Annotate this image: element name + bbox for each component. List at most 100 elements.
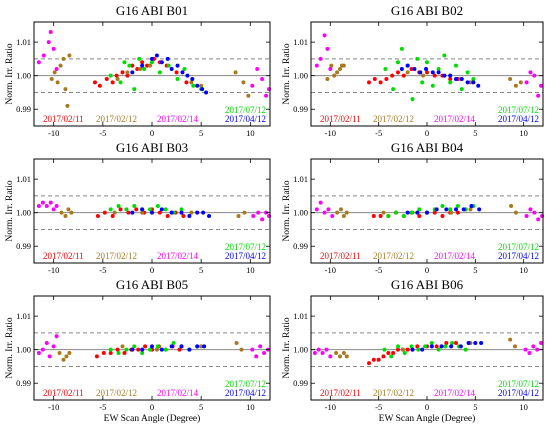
data-point-2017-02-12	[344, 210, 349, 215]
data-point-2017-02-11	[110, 80, 115, 85]
data-point-2017-04-12	[140, 207, 145, 212]
data-point-2017-02-14	[312, 351, 317, 356]
legend-date: 2017/04/12	[225, 114, 266, 124]
data-point-2017-02-11	[396, 347, 400, 352]
data-point-2017-07-12	[382, 347, 387, 352]
y-tick-label: 1.00	[293, 208, 308, 218]
data-point-2017-07-12	[417, 207, 422, 212]
data-point-2017-02-12	[233, 70, 238, 75]
data-point-2017-02-11	[432, 73, 437, 78]
data-point-2017-04-12	[471, 80, 476, 85]
data-point-2017-02-12	[57, 351, 62, 356]
data-point-2017-04-12	[436, 70, 441, 75]
legend-date: 2017/02/14	[157, 251, 199, 261]
data-point-2017-04-12	[169, 66, 174, 71]
data-point-2017-04-12	[466, 340, 471, 345]
data-point-2017-02-14	[36, 60, 41, 65]
legend-date: 2017/02/12	[373, 388, 414, 398]
data-point-2017-04-12	[159, 60, 164, 65]
panel-title: G16 ABI B01	[116, 3, 188, 18]
legend-date: 2017/02/14	[157, 388, 199, 398]
data-point-2017-02-14	[41, 53, 46, 58]
data-point-2017-02-14	[254, 354, 259, 359]
data-point-2017-02-12	[341, 214, 346, 219]
data-point-2017-02-11	[157, 210, 162, 215]
data-point-2017-04-12	[424, 66, 429, 71]
data-point-2017-02-14	[40, 347, 45, 352]
x-tick-label: 5	[473, 128, 477, 138]
data-point-2017-02-14	[250, 347, 255, 352]
y-tick-label: 1.01	[293, 37, 308, 47]
data-point-2017-02-14	[250, 83, 255, 88]
data-point-2017-02-14	[528, 207, 533, 212]
data-point-2017-02-11	[405, 347, 410, 352]
data-point-2017-07-12	[416, 347, 421, 352]
data-point-2017-02-14	[324, 347, 329, 352]
data-point-2017-02-11	[102, 210, 107, 215]
x-tick-label: 10	[246, 402, 255, 412]
legend-date: 2017/02/14	[434, 251, 476, 261]
data-point-2017-02-11	[110, 214, 115, 219]
data-point-2017-07-12	[383, 66, 388, 71]
x-tick-label: 0	[425, 265, 429, 275]
data-point-2017-07-12	[108, 73, 113, 78]
data-point-2017-04-12	[169, 210, 174, 215]
data-point-2017-02-12	[513, 210, 518, 215]
data-point-2017-07-12	[454, 63, 458, 68]
data-point-2017-02-14	[536, 93, 541, 98]
legend-date: 2017/04/12	[498, 388, 539, 398]
data-point-2017-02-14	[539, 83, 544, 88]
data-point-2017-07-12	[148, 207, 153, 212]
data-point-2017-07-12	[132, 87, 137, 92]
x-tick-label: -10	[48, 402, 59, 412]
data-point-2017-02-14	[330, 214, 335, 219]
panel-title: G16 ABI B06	[391, 277, 464, 292]
y-axis-label: Norm. Irr. Ratio	[5, 180, 15, 241]
data-point-2017-02-14	[51, 207, 56, 212]
legend-date: 2017/07/12	[225, 105, 266, 115]
data-point-2017-04-12	[412, 66, 417, 71]
data-point-2017-04-12	[195, 344, 200, 349]
data-point-2017-07-12	[425, 60, 429, 65]
y-tick-label: 1.00	[16, 71, 31, 81]
data-point-2017-02-12	[61, 357, 66, 362]
data-point-2017-02-11	[114, 73, 119, 78]
data-point-2017-07-12	[410, 97, 415, 102]
data-point-2017-04-12	[200, 87, 205, 92]
data-point-2017-02-12	[67, 53, 72, 58]
data-point-2017-04-12	[150, 344, 154, 349]
data-point-2017-02-14	[328, 354, 333, 359]
data-point-2017-04-12	[420, 347, 425, 352]
data-point-2017-07-12	[463, 347, 468, 352]
y-tick-label: 0.99	[293, 378, 308, 388]
data-point-2017-04-12	[477, 207, 482, 212]
y-axis-label: Norm. Irr. Ratio	[5, 317, 15, 378]
data-point-2017-04-12	[469, 203, 474, 208]
data-point-2017-07-12	[148, 347, 153, 352]
legend-date: 2017/02/14	[434, 114, 476, 124]
data-point-2017-07-12	[116, 203, 121, 208]
data-point-2017-02-14	[51, 344, 56, 349]
data-point-2017-02-11	[130, 63, 135, 68]
y-tick-label: 1.00	[16, 208, 31, 218]
data-point-2017-02-12	[140, 210, 145, 215]
data-point-2017-07-12	[108, 207, 113, 212]
data-point-2017-07-12	[409, 344, 414, 349]
data-point-2017-07-12	[118, 80, 123, 85]
data-point-2017-02-11	[122, 351, 127, 356]
x-tick-label: -5	[375, 402, 382, 412]
data-point-2017-04-12	[169, 344, 174, 349]
data-point-2017-02-11	[372, 77, 377, 82]
data-point-2017-04-12	[399, 66, 404, 71]
data-point-2017-02-12	[138, 66, 143, 71]
data-point-2017-07-12	[423, 344, 428, 349]
data-point-2017-02-11	[455, 210, 460, 215]
data-point-2017-02-14	[536, 217, 541, 222]
y-tick-label: 0.99	[16, 104, 31, 114]
data-point-2017-04-12	[444, 207, 449, 212]
data-point-2017-02-12	[64, 354, 69, 359]
